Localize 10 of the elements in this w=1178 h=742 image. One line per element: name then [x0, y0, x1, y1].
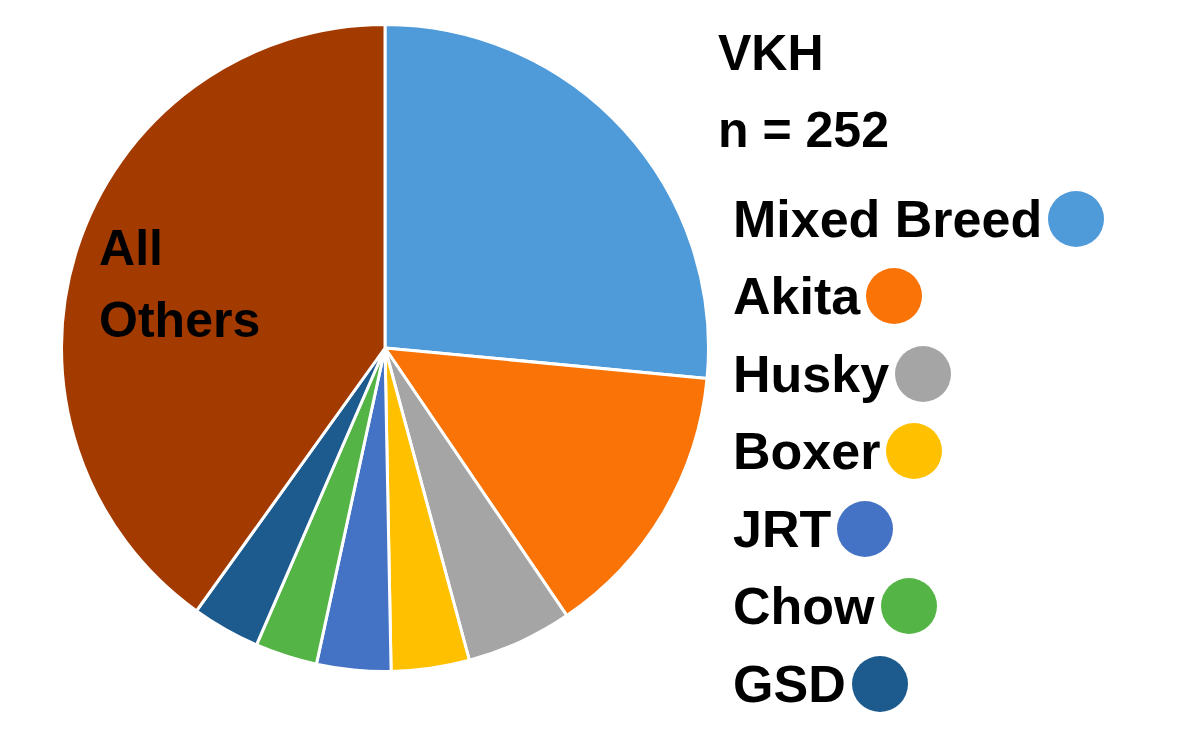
chart-title: VKH: [718, 25, 824, 81]
legend-label: Husky: [733, 344, 890, 403]
slice-label: All Others: [99, 218, 262, 350]
legend-label: Boxer: [733, 422, 881, 481]
text: n = 252: [718, 102, 889, 158]
legend-label: Chow: [733, 577, 875, 636]
legend-label: Akita: [733, 267, 861, 326]
legend-label: Mixed Breed: [733, 189, 1043, 248]
legend-label: GSD: [733, 654, 846, 713]
legend-label: JRT: [733, 499, 832, 558]
